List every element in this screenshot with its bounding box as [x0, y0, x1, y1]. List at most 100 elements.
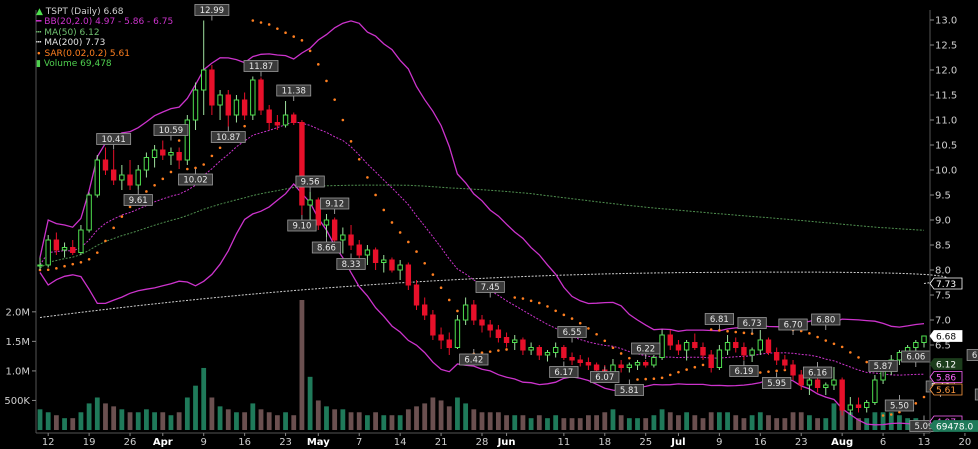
volume-bar [504, 415, 509, 430]
sar-dot [120, 215, 124, 218]
date-tick-label: 26 [124, 437, 137, 448]
candle-body [921, 335, 927, 343]
volume-bar [586, 415, 591, 430]
candle-body [683, 342, 690, 351]
sar-dot [628, 356, 631, 360]
sar-dot [685, 368, 688, 371]
sar-dot [153, 183, 156, 187]
date-tick-label: 11 [557, 437, 570, 448]
callout-label: 7.45 [481, 283, 500, 293]
callout-label: 8.33 [342, 260, 361, 270]
candle-body [381, 259, 387, 263]
volume-bar [495, 412, 501, 430]
sar-dot [767, 370, 770, 373]
candle-body [741, 347, 747, 356]
callout-label: 6.42 [464, 356, 483, 366]
legend-title-text: TSPT (Daily) 6.68 [45, 7, 124, 17]
callout-box [210, 131, 246, 143]
ma200-line [39, 271, 947, 318]
candle-body [577, 359, 583, 363]
callout-box [287, 219, 317, 232]
sar-dot [865, 360, 869, 364]
candle-body [569, 357, 575, 361]
volume-tick-label: 1.0M [5, 366, 30, 377]
callout-box [737, 317, 767, 329]
volume-bar [569, 418, 575, 430]
candle-body [544, 352, 551, 356]
callout-box [549, 366, 579, 378]
sar-dot [521, 297, 525, 300]
sar-dot [423, 261, 427, 265]
candle-body [184, 119, 191, 161]
date-tick-label: 23 [279, 437, 292, 448]
sar-dots [38, 19, 926, 417]
candle-body [659, 334, 665, 358]
callout-label: 9.61 [129, 196, 148, 206]
candle-body [520, 339, 526, 351]
candle-body [708, 354, 714, 368]
right-tag-label: 5.86 [936, 374, 956, 384]
date-tick-label: Jul [670, 437, 685, 448]
candle-body [430, 314, 436, 336]
sar-dot [783, 368, 787, 372]
legend-sar: ∙ SAR(0.02,0.2) 5.61 [36, 48, 130, 59]
price-tick-label: 11.5 [935, 91, 957, 102]
volume-tick-label: 1.5M [5, 337, 30, 348]
sar-dot [709, 328, 713, 331]
volume-bar [193, 385, 198, 430]
volume-bar [479, 412, 485, 430]
date-tick-label: Jun [497, 437, 516, 448]
candle-body [209, 69, 215, 106]
sar-dot [693, 365, 697, 369]
sar-dot [840, 345, 844, 349]
callout-label: 10.41 [101, 135, 125, 145]
candle-body [585, 362, 592, 366]
callout-box [96, 133, 132, 145]
callout-label: 6.80 [816, 316, 835, 326]
date-tick-label: 23 [795, 437, 808, 448]
volume-bar [324, 406, 329, 430]
candle-body [176, 152, 182, 161]
candle-body [397, 264, 403, 271]
right-tag-box [929, 358, 963, 370]
volume-bar [528, 418, 534, 430]
volume-bar [651, 415, 657, 430]
date-tick-label: 14 [394, 437, 407, 448]
callout-label: 10.87 [216, 133, 240, 143]
candle-body [913, 342, 919, 348]
volume-bar [757, 412, 763, 430]
sar-dot [251, 19, 255, 22]
volume-bar [872, 412, 878, 430]
candle-body [192, 89, 199, 121]
volume-bar [798, 412, 804, 430]
sar-dot [775, 369, 778, 373]
volume-tick-label: 500K [4, 396, 30, 407]
volume-bar [299, 300, 305, 430]
candle-body [291, 114, 297, 123]
date-tick-label: 12 [42, 437, 55, 448]
volume-bar [144, 409, 149, 430]
callout-box [475, 281, 505, 293]
volume-bar [381, 415, 387, 430]
candle-body [348, 234, 354, 246]
candle-body [471, 304, 477, 321]
volume-bar [389, 415, 395, 430]
volume-bar [512, 415, 518, 430]
volume-bar [373, 412, 378, 430]
sar-dot [292, 35, 296, 38]
right-tag-label: 6.12 [936, 361, 956, 371]
right-tag: 5.86 [929, 371, 963, 384]
candle-body [315, 199, 321, 226]
candle-body [724, 342, 731, 351]
candle-body [487, 324, 493, 331]
volume-bar [307, 376, 313, 430]
volume-bar [103, 403, 108, 430]
price-tick-label: 9.0 [935, 216, 951, 227]
callout-label: 5.09 [915, 422, 934, 432]
callout-label: 11.87 [249, 62, 273, 72]
candle-body [331, 219, 338, 241]
candle-body [643, 362, 649, 366]
sar-dot [284, 31, 287, 35]
sar-dot [267, 23, 271, 26]
sar-dot [300, 39, 304, 42]
